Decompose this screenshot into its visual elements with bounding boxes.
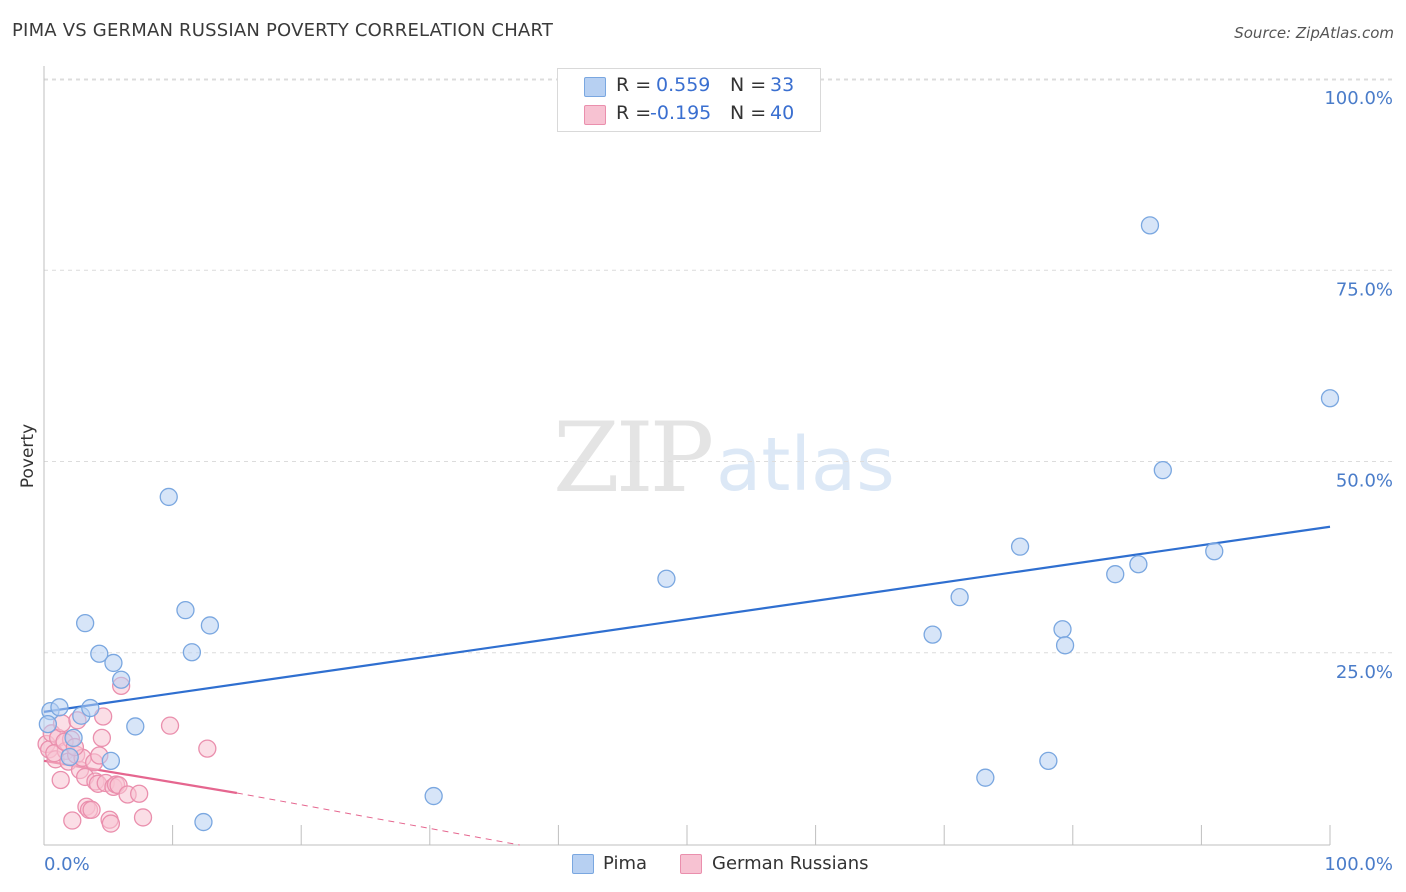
- legend-n-value: 33: [770, 74, 795, 96]
- pima-point: [1320, 389, 1340, 408]
- legend-r-value: 0.559: [656, 74, 711, 96]
- pima-point: [176, 600, 195, 620]
- y-axis-label: Poverty: [18, 424, 38, 488]
- pima-point: [60, 747, 79, 767]
- pima-legend-swatch: [572, 854, 594, 874]
- pima-point: [90, 644, 109, 663]
- german-russians-swatch: [584, 105, 606, 125]
- german-russians-legend-label: German Russians: [712, 853, 869, 874]
- y-tick-label: 25.0%: [1336, 662, 1393, 683]
- pima-point: [1153, 460, 1172, 480]
- pima-point: [657, 569, 676, 588]
- y-tick-label: 100.0%: [1324, 88, 1393, 109]
- x-tick-label-min: 0.0%: [44, 854, 90, 875]
- pima-point: [101, 751, 121, 770]
- pima-point: [1010, 537, 1030, 556]
- trendlines: [43, 525, 1331, 846]
- pima-swatch: [584, 77, 606, 97]
- pima-point: [1106, 565, 1125, 584]
- pima-point: [1205, 542, 1224, 561]
- legend-r-label: R =: [616, 102, 652, 124]
- german-russians-point: [101, 814, 121, 833]
- pima-point: [81, 698, 100, 718]
- source-credit: Source: ZipAtlas.com: [1234, 24, 1394, 42]
- pima-legend-label: Pima: [603, 853, 648, 874]
- pima-point: [976, 768, 995, 787]
- chart-title: PIMA VS GERMAN RUSSIAN POVERTY CORRELATI…: [12, 20, 554, 41]
- pima-point: [1055, 636, 1075, 655]
- legend-n-label: N =: [730, 102, 767, 124]
- legend-row-pima: R = 0.559 N = 33: [558, 72, 820, 100]
- gridlines: [44, 78, 1394, 654]
- pima-point: [76, 614, 95, 633]
- german-russians-point: [94, 707, 113, 726]
- pima-point: [38, 714, 58, 734]
- y-tick-label: 50.0%: [1336, 471, 1393, 492]
- trendline-german-russians: [236, 792, 520, 846]
- pima-point: [1140, 216, 1160, 235]
- pima-point: [64, 728, 83, 748]
- german-russians-point: [92, 728, 112, 748]
- correlation-legend: R = 0.559 N = 33 R = -0.195 N = 40: [557, 68, 821, 132]
- legend-r-label: R =: [616, 74, 652, 96]
- x-tick-label-max: 100.0%: [1324, 854, 1393, 875]
- german-russians-legend-swatch: [680, 854, 702, 874]
- pima-point: [126, 717, 145, 736]
- series-legend: Pima German Russians: [0, 852, 1406, 878]
- pima-point: [104, 653, 123, 673]
- german-russians-point: [160, 716, 180, 735]
- watermark-zip: ZIP: [553, 402, 714, 514]
- legend-r-value: -0.195: [650, 102, 712, 124]
- pima-point: [50, 698, 69, 717]
- data-points: [37, 216, 1340, 833]
- watermark-atlas: atlas: [716, 422, 895, 508]
- pima-point: [112, 670, 131, 689]
- german-russians-point: [63, 811, 82, 830]
- german-russians-point: [133, 808, 153, 827]
- legend-n-value: 40: [770, 102, 795, 124]
- pima-point: [923, 625, 942, 644]
- tick-labels: 100.0% 75.0% 50.0% 25.0% 0.0% 100.0%: [44, 88, 1393, 875]
- pima-point: [182, 643, 202, 662]
- pima-point: [194, 812, 213, 832]
- german-russians-point: [82, 800, 101, 819]
- axes: [43, 66, 1331, 846]
- german-russians-point: [130, 784, 149, 803]
- german-russians-point: [198, 739, 217, 758]
- pima-point: [950, 587, 969, 607]
- legend-row-german-russians: R = -0.195 N = 40: [558, 100, 820, 128]
- pima-point: [424, 786, 443, 806]
- y-tick-label: 75.0%: [1336, 279, 1393, 300]
- trendline-pima: [43, 525, 1331, 713]
- pima-point: [1053, 620, 1072, 639]
- legend-n-label: N =: [730, 74, 767, 96]
- pima-point: [159, 487, 178, 507]
- pima-point: [200, 616, 220, 635]
- pima-point: [1129, 555, 1148, 574]
- german-russians-point: [51, 770, 70, 790]
- pima-point: [1039, 751, 1058, 770]
